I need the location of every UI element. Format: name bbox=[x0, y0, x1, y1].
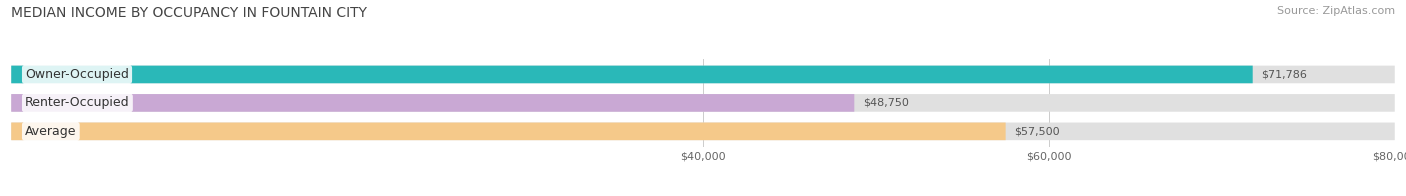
FancyBboxPatch shape bbox=[11, 122, 1395, 140]
Text: Source: ZipAtlas.com: Source: ZipAtlas.com bbox=[1277, 6, 1395, 16]
Text: Owner-Occupied: Owner-Occupied bbox=[25, 68, 129, 81]
Text: MEDIAN INCOME BY OCCUPANCY IN FOUNTAIN CITY: MEDIAN INCOME BY OCCUPANCY IN FOUNTAIN C… bbox=[11, 6, 367, 20]
Text: $57,500: $57,500 bbox=[1014, 126, 1060, 136]
FancyBboxPatch shape bbox=[11, 94, 1395, 112]
FancyBboxPatch shape bbox=[11, 66, 1395, 83]
Text: Average: Average bbox=[25, 125, 76, 138]
FancyBboxPatch shape bbox=[11, 66, 1253, 83]
FancyBboxPatch shape bbox=[11, 122, 1005, 140]
Text: $71,786: $71,786 bbox=[1261, 69, 1308, 79]
Text: $48,750: $48,750 bbox=[863, 98, 908, 108]
FancyBboxPatch shape bbox=[11, 94, 855, 112]
Text: Renter-Occupied: Renter-Occupied bbox=[25, 96, 129, 109]
